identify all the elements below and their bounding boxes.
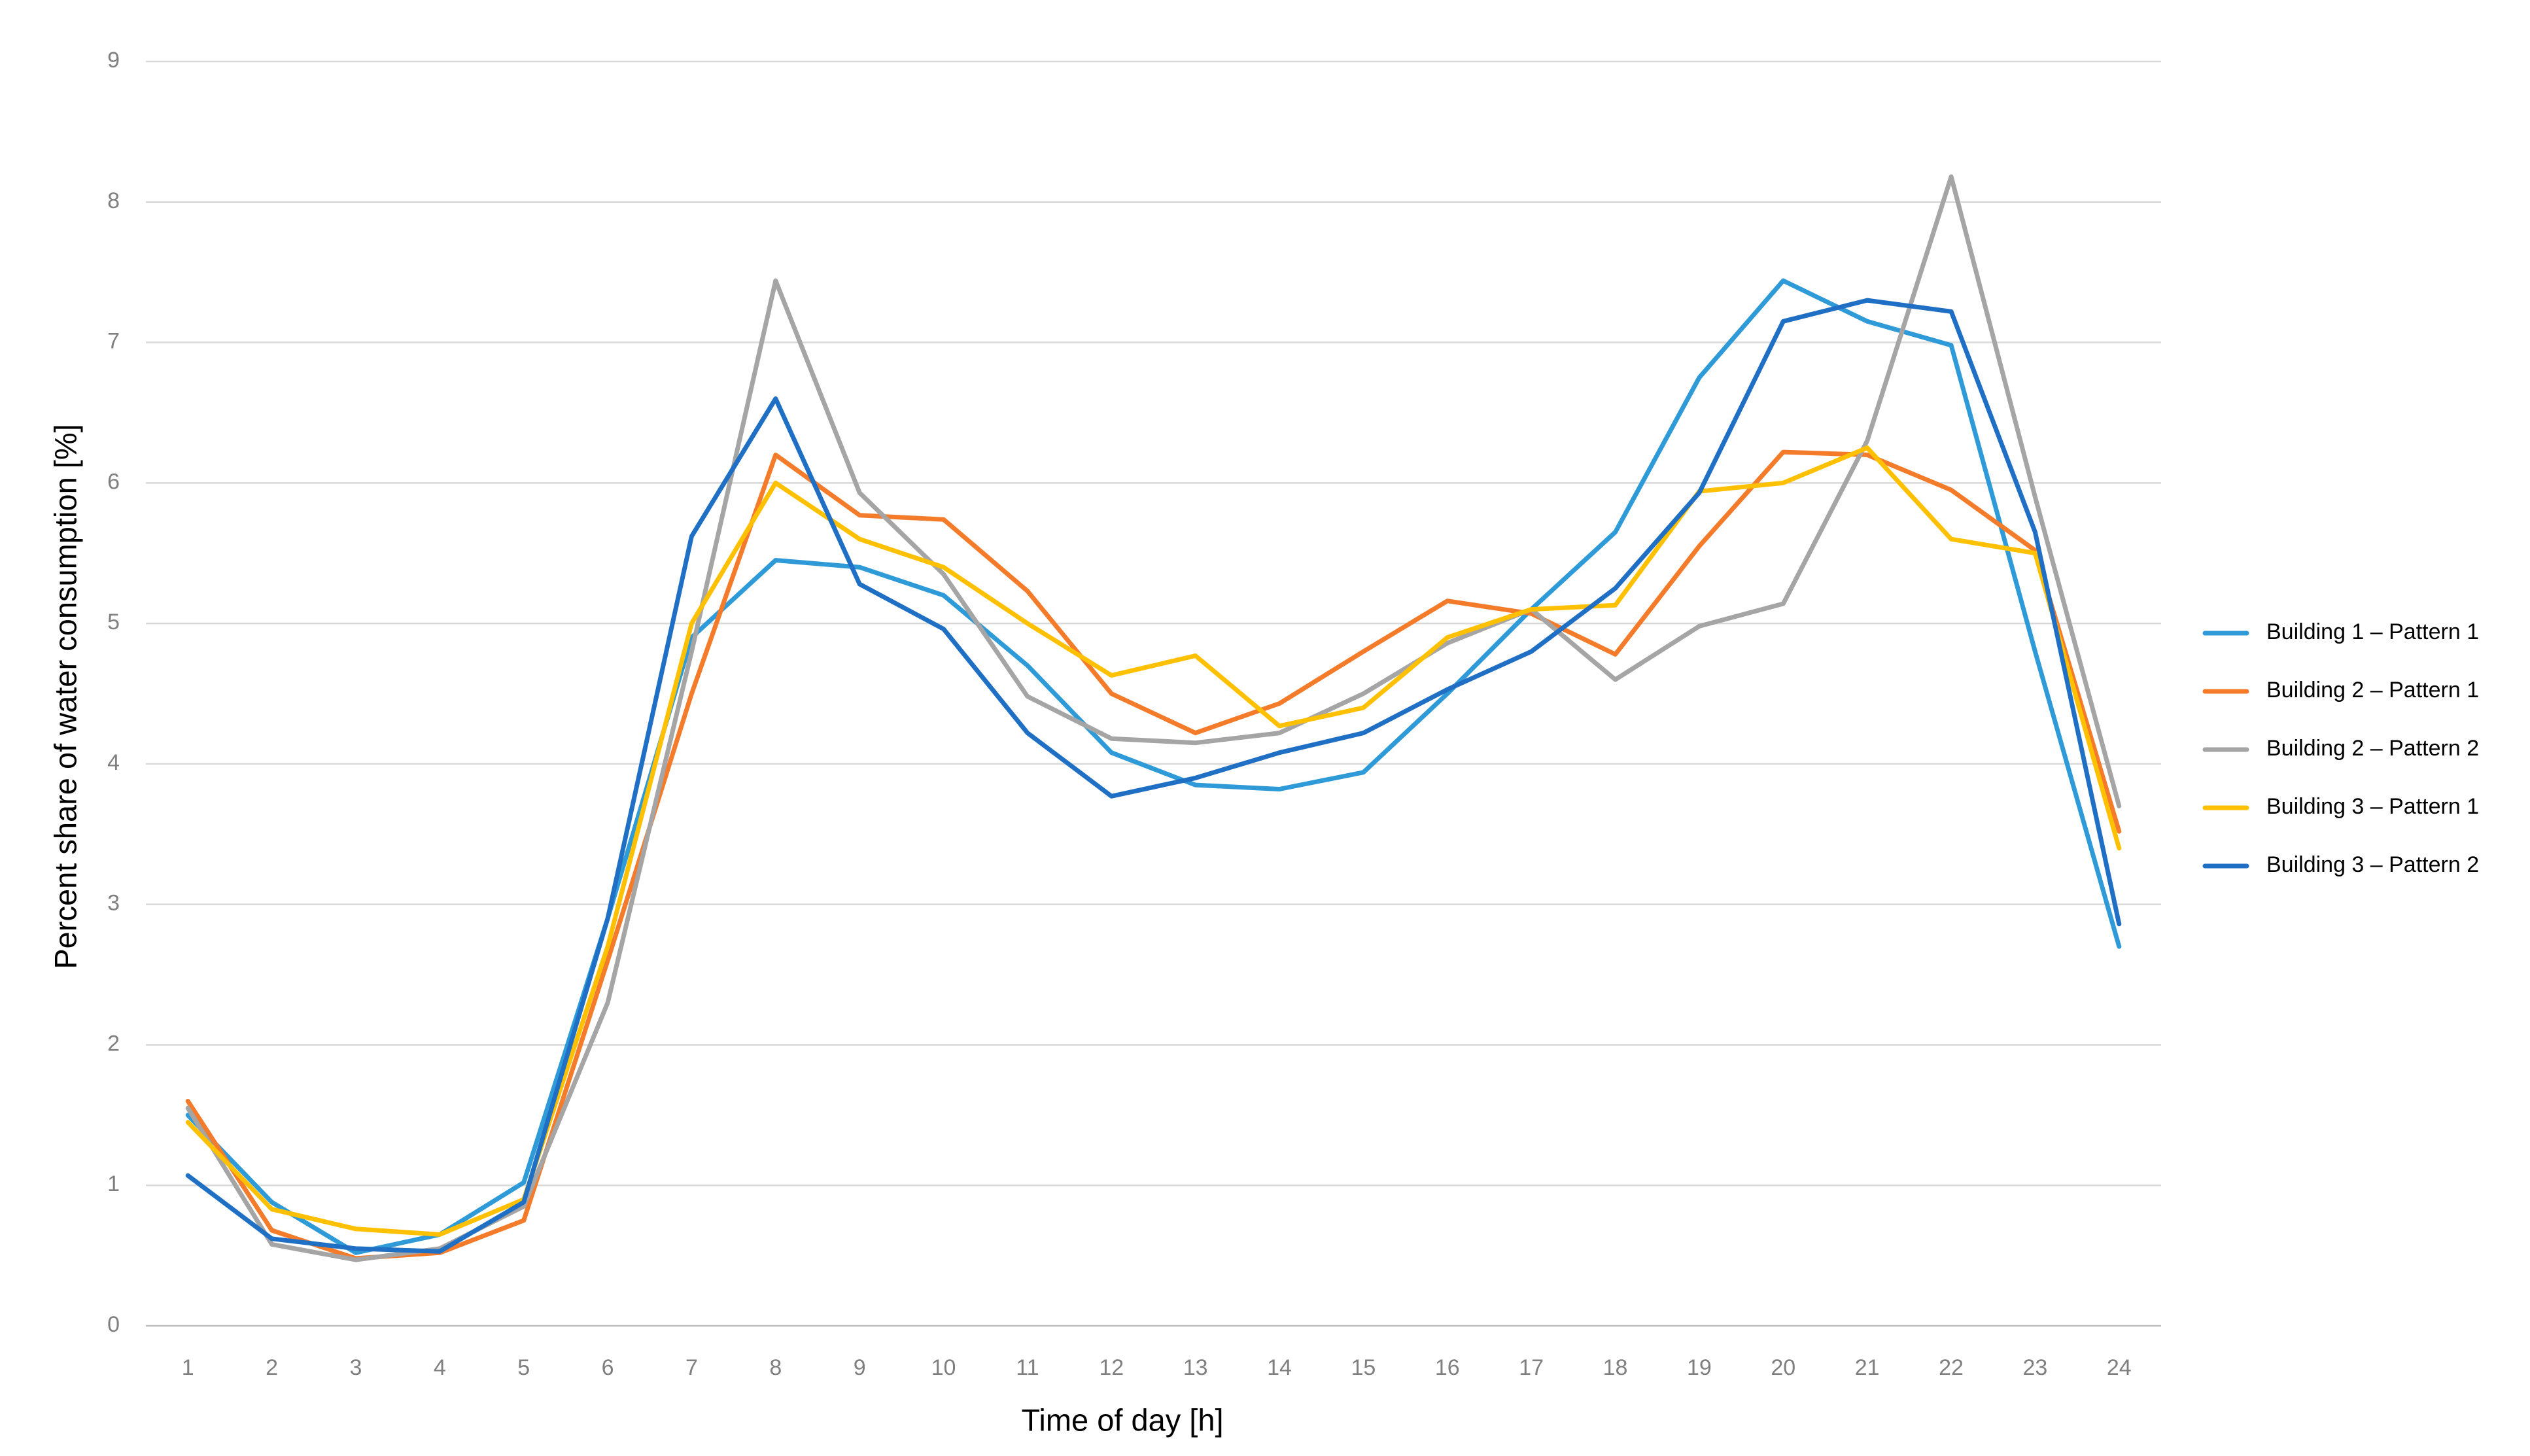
y-tick-label: 2 bbox=[107, 1031, 120, 1056]
x-tick-label: 15 bbox=[1351, 1355, 1376, 1380]
y-axis-title: Percent share of water consumption [%] bbox=[48, 424, 82, 969]
y-tick-label: 1 bbox=[107, 1171, 120, 1196]
x-tick-label: 21 bbox=[1855, 1355, 1880, 1380]
series-line bbox=[185, 174, 2122, 1262]
x-tick-label: 13 bbox=[1183, 1355, 1208, 1380]
x-tick-label: 2 bbox=[266, 1355, 278, 1380]
legend-label: Building 3 – Pattern 1 bbox=[2266, 794, 2479, 819]
series-line bbox=[185, 449, 2122, 1261]
legend-label: Building 1 – Pattern 1 bbox=[2266, 619, 2479, 644]
y-tick-label: 3 bbox=[107, 891, 120, 916]
x-tick-label: 4 bbox=[434, 1355, 446, 1380]
x-tick-label: 1 bbox=[182, 1355, 194, 1380]
y-tick-label: 7 bbox=[107, 329, 120, 354]
x-tick-label: 14 bbox=[1267, 1355, 1292, 1380]
x-tick-label: 22 bbox=[1939, 1355, 1964, 1380]
x-tick-label: 8 bbox=[769, 1355, 782, 1380]
x-tick-label: 5 bbox=[517, 1355, 530, 1380]
series-line bbox=[185, 298, 2122, 1254]
x-tick-label: 18 bbox=[1603, 1355, 1628, 1380]
x-tick-label: 6 bbox=[602, 1355, 614, 1380]
series-line bbox=[185, 445, 2122, 1237]
x-tick-label: 3 bbox=[349, 1355, 362, 1380]
y-tick-label: 8 bbox=[107, 188, 120, 213]
x-tick-label: 19 bbox=[1687, 1355, 1712, 1380]
x-tick-label: 23 bbox=[2023, 1355, 2048, 1380]
x-tick-label: 24 bbox=[2107, 1355, 2132, 1380]
legend-label: Building 2 – Pattern 1 bbox=[2266, 678, 2479, 702]
y-tick-label: 6 bbox=[107, 469, 120, 494]
x-tick-label: 20 bbox=[1771, 1355, 1795, 1380]
legend-label: Building 2 – Pattern 2 bbox=[2266, 736, 2479, 761]
x-tick-label: 7 bbox=[685, 1355, 698, 1380]
x-tick-label: 9 bbox=[854, 1355, 866, 1380]
x-tick-label: 11 bbox=[1016, 1355, 1039, 1380]
x-tick-label: 10 bbox=[931, 1355, 956, 1380]
legend-label: Building 3 – Pattern 2 bbox=[2266, 852, 2479, 877]
series-line bbox=[185, 278, 2122, 1255]
y-tick-label: 9 bbox=[107, 48, 120, 73]
y-tick-label: 5 bbox=[107, 610, 120, 634]
x-tick-label: 12 bbox=[1099, 1355, 1124, 1380]
x-axis-title: Time of day [h] bbox=[1021, 1402, 1223, 1437]
y-tick-label: 0 bbox=[107, 1312, 120, 1337]
x-tick-label: 16 bbox=[1435, 1355, 1460, 1380]
x-tick-label: 17 bbox=[1519, 1355, 1544, 1380]
y-tick-label: 4 bbox=[107, 750, 120, 775]
